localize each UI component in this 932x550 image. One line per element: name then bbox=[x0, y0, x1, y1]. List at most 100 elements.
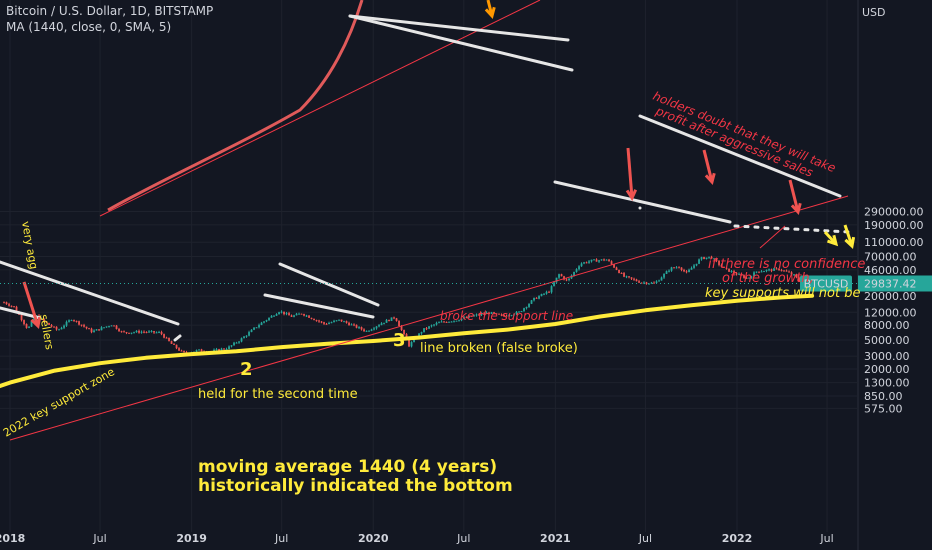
candle-body bbox=[113, 325, 115, 327]
candle-body bbox=[650, 282, 653, 284]
candle-body bbox=[338, 319, 340, 321]
candle-body bbox=[438, 322, 440, 324]
candle-body bbox=[243, 336, 245, 339]
label-2: 2 bbox=[240, 359, 253, 380]
candle-body bbox=[718, 260, 720, 265]
candle-body bbox=[318, 320, 320, 322]
candle-body bbox=[518, 311, 520, 313]
candle-body bbox=[95, 329, 98, 331]
candle-body bbox=[735, 273, 738, 275]
candle-body bbox=[233, 342, 235, 346]
candle-body bbox=[683, 269, 685, 272]
candle-body bbox=[50, 325, 53, 327]
candle-body bbox=[498, 313, 500, 315]
candle-body bbox=[128, 332, 130, 334]
candle-body bbox=[435, 322, 438, 325]
candle-body bbox=[780, 270, 783, 272]
candle-body bbox=[63, 325, 65, 328]
candle-body bbox=[365, 330, 368, 332]
candle-body bbox=[135, 330, 138, 333]
candle-body bbox=[625, 276, 628, 278]
candle-body bbox=[448, 321, 450, 323]
candle-body bbox=[270, 315, 273, 318]
label-broke-support: broke the support line bbox=[440, 309, 573, 323]
candle-body bbox=[758, 271, 760, 273]
candle-body bbox=[315, 320, 318, 322]
candle-body bbox=[373, 328, 375, 330]
candle-body bbox=[450, 321, 453, 323]
candle-body bbox=[605, 259, 608, 261]
candle-body bbox=[533, 297, 535, 301]
drawn-white-line bbox=[348, 14, 570, 42]
x-tick-label: 2019 bbox=[176, 532, 207, 545]
candle-body bbox=[335, 320, 338, 322]
candle-body bbox=[25, 323, 28, 328]
candle-body bbox=[590, 259, 593, 262]
candle-body bbox=[413, 338, 415, 343]
candle-body bbox=[555, 277, 558, 283]
candle-body bbox=[400, 326, 403, 330]
candle-body bbox=[733, 271, 735, 274]
candle-body bbox=[195, 350, 198, 352]
candle-body bbox=[263, 321, 265, 323]
candle-body bbox=[608, 259, 610, 262]
candle-body bbox=[323, 322, 325, 324]
x-tick-label: 2018 bbox=[0, 532, 25, 545]
candle-body bbox=[30, 320, 33, 327]
x-tick-label: Jul bbox=[638, 532, 652, 545]
candle-body bbox=[15, 306, 18, 312]
candle-body bbox=[98, 329, 100, 331]
candle-body bbox=[428, 326, 430, 329]
candle-body bbox=[10, 305, 13, 307]
candle-body bbox=[240, 338, 243, 342]
candle-body bbox=[200, 349, 203, 352]
candle-body bbox=[363, 329, 365, 332]
candle-body bbox=[700, 257, 703, 260]
label-ma-1: moving average 1440 (4 years) bbox=[198, 457, 497, 477]
candle-body bbox=[165, 337, 168, 339]
candle-body bbox=[628, 276, 630, 278]
y-tick-label: 5000.00 bbox=[864, 334, 910, 347]
candle-body bbox=[308, 315, 310, 318]
candle-body bbox=[680, 267, 683, 270]
candle-body bbox=[615, 267, 618, 270]
chart-title: Bitcoin / U.S. Dollar, 1D, BITSTAMP bbox=[6, 4, 214, 18]
candle-body bbox=[658, 280, 660, 282]
candle-body bbox=[760, 271, 763, 273]
candle-body bbox=[430, 325, 433, 327]
candle-body bbox=[130, 332, 133, 334]
candle-body bbox=[460, 318, 463, 321]
candle-body bbox=[660, 277, 663, 281]
candle-body bbox=[505, 315, 508, 317]
candle-body bbox=[440, 321, 443, 323]
candle-body bbox=[715, 258, 718, 261]
candle-body bbox=[513, 314, 515, 316]
candle-body bbox=[745, 277, 748, 279]
candle-body bbox=[663, 273, 665, 278]
candle-body bbox=[120, 331, 123, 333]
candle-body bbox=[293, 315, 295, 317]
candle-body bbox=[520, 311, 523, 313]
candle-body bbox=[708, 256, 710, 258]
candle-body bbox=[388, 319, 390, 321]
candle-body bbox=[385, 319, 388, 323]
arrow-sell-4-head bbox=[790, 202, 802, 216]
label-3: 3 bbox=[393, 330, 406, 351]
candle-body bbox=[355, 324, 358, 328]
candle-body bbox=[643, 282, 645, 284]
candle-body bbox=[350, 324, 353, 326]
candle-body bbox=[620, 272, 623, 274]
candle-body bbox=[785, 270, 788, 272]
arrow-sell-3-head bbox=[704, 172, 716, 186]
candle-body bbox=[90, 328, 93, 333]
candle-body bbox=[398, 320, 400, 327]
candle-body bbox=[798, 277, 800, 282]
candle-body bbox=[223, 348, 225, 350]
candle-body bbox=[553, 282, 555, 287]
candle-body bbox=[463, 317, 465, 319]
candle-body bbox=[640, 282, 643, 284]
candle-body bbox=[575, 269, 578, 272]
label-confidence-2: of the growth, bbox=[722, 271, 814, 286]
arrow-sell-4 bbox=[788, 179, 800, 213]
